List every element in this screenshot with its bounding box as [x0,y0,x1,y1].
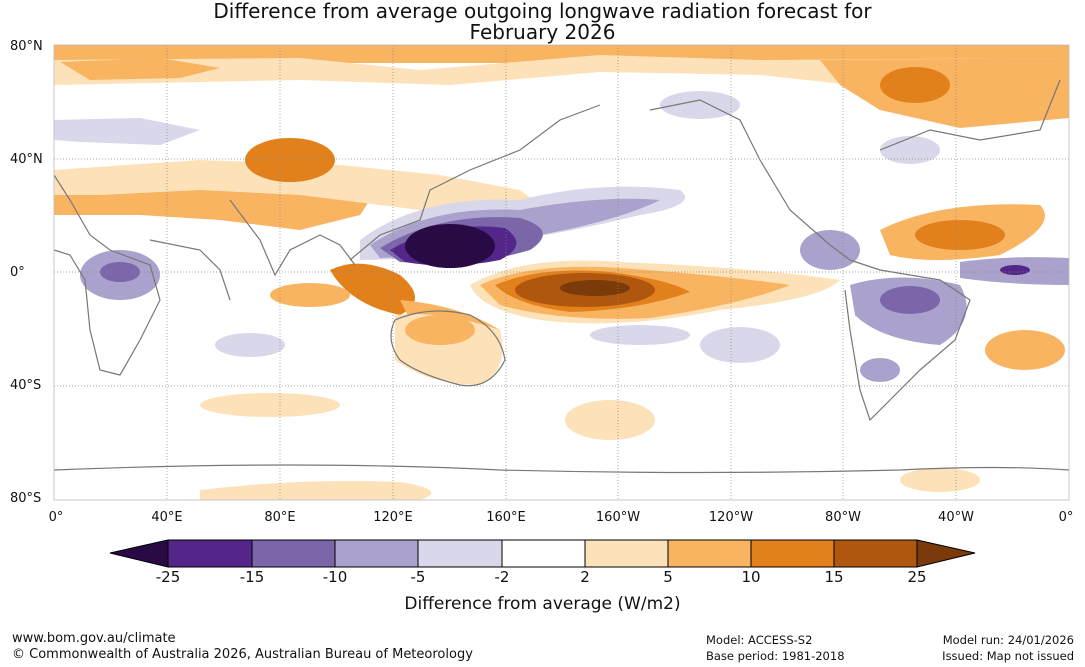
argentina-cool [860,358,900,382]
colorbar-tick: -25 [155,568,181,586]
map-frame [53,44,1070,501]
north-america-cool [880,136,940,164]
colorbar-swatch [501,539,586,568]
colorbar-extend-high [916,539,976,568]
footer-url: www.bom.gov.au/climate [12,631,176,646]
amazon-cool-core [880,286,940,314]
lon-label-40w: 40°W [938,510,974,525]
colorbar-swatch [667,539,752,568]
lat-label-0: 0° [10,265,25,280]
lat-label-80n: 80°N [10,39,43,54]
anomaly-fields [54,45,1069,500]
alaska-cool [660,91,740,119]
colorbar-swatch [833,539,918,568]
map-title-line1: Difference from average outgoing longwav… [213,0,872,23]
arctic-warm-band [54,45,1069,63]
footer-issued: Issued: Map not issued [942,649,1074,663]
so-warm-c [900,468,980,492]
lat-label-40n: 40°N [10,152,43,167]
east-asia-coast [349,104,601,261]
lon-label-80e: 80°E [264,510,296,525]
footer-model-run: Model run: 24/01/2026 [942,633,1074,647]
wpac-core [405,224,495,268]
colorbar-tick: -15 [239,568,265,586]
coastlines [54,79,1069,474]
colorbar-swatch [584,539,669,568]
colorbar-tick: -2 [494,568,510,586]
indian-warm [270,283,350,307]
graticule [54,45,1069,500]
indian-cool [215,333,285,357]
arabia-coast [149,239,231,301]
colorbar-extend-low [109,539,169,568]
atlantic-warm-core [915,220,1005,250]
north-atlantic-coast [879,79,1061,151]
colorbar-tick: 10 [741,568,761,586]
north-light-band [54,55,1069,90]
spac-cool-b [590,325,690,345]
colorbar-swatch [417,539,503,568]
cpac-warm-peak [560,280,630,296]
antarctica-coast [54,464,1069,474]
lon-label-0-east: 0° [1058,510,1074,525]
australia-coast [390,310,506,387]
footer-model: Model: ACCESS-S2 [706,633,813,647]
lon-label-160w: 160°W [595,510,641,525]
lat-label-80s: 80°S [10,491,42,506]
lon-label-160e: 160°E [486,510,526,525]
central-america-cool [800,230,860,270]
eurasia-light-band [54,160,540,215]
colorbar-tick: 15 [824,568,844,586]
maritime-warm [330,263,415,315]
colorbar-swatch [167,539,253,568]
atl-itcz-core [1000,265,1030,275]
lon-label-40e: 40°E [151,510,183,525]
russia-cool-patch [54,118,200,145]
africa-coast [54,174,161,376]
spac-cool [700,327,780,363]
so-warm-a [565,400,655,440]
south-atlantic-warm [985,330,1065,370]
europe-north-warm [60,58,220,80]
colorbar-swatch [334,539,419,568]
colorbar-tick: -10 [322,568,348,586]
footer-base-period: Base period: 1981-2018 [706,649,845,663]
lon-label-120w: 120°W [708,510,754,525]
colorbar-tick: 5 [663,568,673,586]
map-title-line2: February 2026 [469,20,616,44]
australia-warm [405,315,475,345]
south-america-coast [844,259,971,422]
lon-label-80w: 80°W [825,510,861,525]
south-asia-coast [229,199,356,277]
colorbar [109,539,976,568]
colorbar-tick: 25 [907,568,927,586]
north-america-west-coast [649,99,851,261]
colorbar-swatch [251,539,336,568]
lat-label-40s: 40°S [10,378,42,393]
footer-copyright: © Commonwealth of Australia 2026, Austra… [12,647,473,662]
colorbar-swatch [750,539,835,568]
colorbar-title: Difference from average (W/m2) [404,594,681,614]
hudson-anomaly [880,67,950,103]
antarctic-warm [200,481,432,500]
colorbar-tick: -5 [410,568,426,586]
so-warm-b [200,393,340,417]
lon-label-0-west: 0° [48,510,64,525]
lon-label-120e: 120°E [373,510,413,525]
colorbar-tick: 2 [580,568,590,586]
tibet-anomaly [245,138,335,182]
